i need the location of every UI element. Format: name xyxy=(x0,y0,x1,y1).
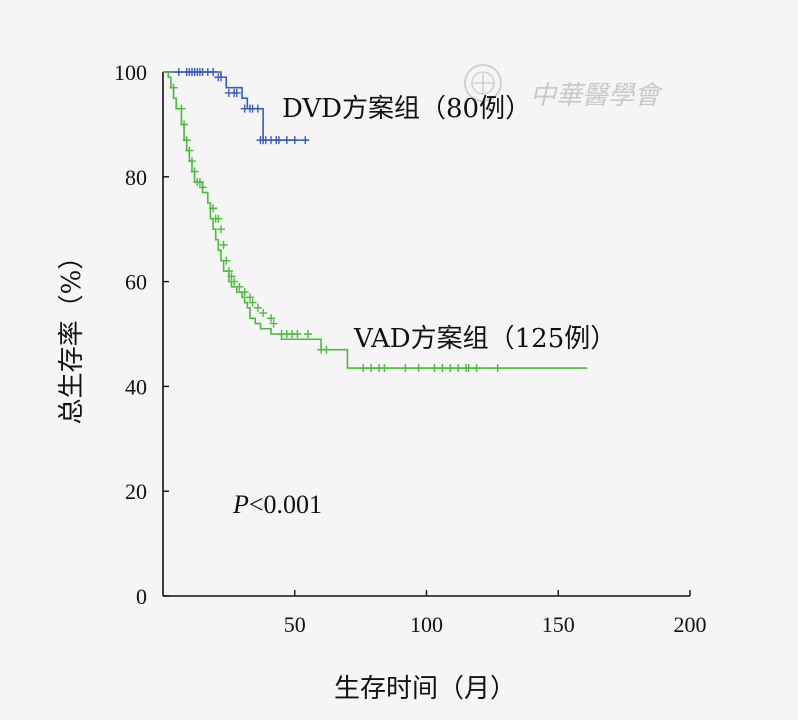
censor-mark-vad xyxy=(472,364,481,373)
x-tick-label: 100 xyxy=(410,612,443,637)
censor-mark-vad xyxy=(454,364,463,373)
censor-mark-vad xyxy=(185,146,194,155)
censor-marks xyxy=(169,68,502,373)
censor-mark-dvd xyxy=(232,88,241,97)
censor-mark-dvd xyxy=(253,104,262,113)
y-tick-label: 60 xyxy=(125,270,147,295)
censor-mark-vad xyxy=(253,303,262,312)
censor-mark-vad xyxy=(245,293,254,302)
x-tick-label: 200 xyxy=(674,612,707,637)
series-label-dvd: DVD方案组（80例） xyxy=(282,94,531,124)
censor-mark-dvd xyxy=(216,73,225,82)
censor-mark-vad xyxy=(177,104,186,113)
censor-mark-vad xyxy=(214,214,223,223)
y-tick-label: 40 xyxy=(125,374,147,399)
censor-mark-vad xyxy=(293,330,302,338)
censor-mark-vad xyxy=(430,364,439,373)
censor-mark-dvd xyxy=(301,136,310,145)
p-value-symbol: P xyxy=(232,490,249,519)
censor-mark-dvd xyxy=(290,136,299,145)
censor-mark-vad xyxy=(446,364,455,373)
censor-mark-vad xyxy=(224,267,233,276)
censor-mark-vad xyxy=(169,83,178,92)
censor-mark-vad xyxy=(187,157,196,166)
censor-mark-vad xyxy=(322,345,331,354)
censor-mark-vad xyxy=(359,364,368,373)
censor-mark-vad xyxy=(195,178,204,187)
watermark-text: 中華醫學會 xyxy=(530,81,664,111)
y-ticks: 0 20 40 60 80 100 xyxy=(114,60,169,609)
censor-mark-vad xyxy=(216,225,225,234)
censor-mark-vad xyxy=(248,298,257,307)
y-tick-label: 20 xyxy=(125,479,147,504)
y-axis-title: 总生存率（%） xyxy=(57,244,87,425)
watermark: 中華醫學會 xyxy=(464,64,664,111)
censor-mark-vad xyxy=(401,364,410,373)
censor-mark-vad xyxy=(259,309,268,318)
watermark-seal-icon xyxy=(464,64,502,102)
x-axis-title: 生存时间（月） xyxy=(334,674,516,704)
y-tick-label: 80 xyxy=(125,165,147,190)
censor-mark-vad xyxy=(303,330,312,338)
p-value-number: <0.001 xyxy=(249,490,322,519)
x-ticks: 50 100 150 200 xyxy=(284,590,707,637)
censor-mark-vad xyxy=(180,120,189,129)
x-tick-label: 150 xyxy=(542,612,575,637)
censor-mark-vad xyxy=(222,256,231,265)
censor-mark-vad xyxy=(464,364,473,373)
censor-mark-vad xyxy=(230,277,239,286)
censor-mark-vad xyxy=(493,364,502,373)
x-tick-label: 50 xyxy=(284,612,306,637)
censor-mark-vad xyxy=(380,364,389,373)
censor-mark-vad xyxy=(235,282,244,291)
p-value-annotation: P<0.001 xyxy=(232,490,322,519)
series-line-dvd xyxy=(163,71,308,141)
censor-mark-vad xyxy=(438,364,447,373)
censor-mark-vad xyxy=(267,314,276,323)
series-label-vad: VAD方案组（125例） xyxy=(353,324,616,354)
censor-mark-vad xyxy=(240,288,249,297)
censor-mark-dvd xyxy=(174,68,183,76)
censor-mark-dvd xyxy=(282,136,291,145)
censor-mark-vad xyxy=(198,183,207,192)
censor-mark-vad xyxy=(182,136,191,145)
censor-mark-dvd xyxy=(209,68,218,76)
censor-mark-vad xyxy=(269,319,278,328)
censor-mark-vad xyxy=(190,167,199,176)
y-tick-label: 0 xyxy=(136,584,147,609)
y-tick-label: 100 xyxy=(114,60,147,85)
censor-mark-vad xyxy=(367,364,376,373)
censor-mark-vad xyxy=(209,204,218,213)
censor-mark-vad xyxy=(219,240,228,249)
censor-mark-vad xyxy=(227,272,236,281)
censor-mark-vad xyxy=(414,364,423,373)
censor-mark-dvd xyxy=(274,136,283,145)
